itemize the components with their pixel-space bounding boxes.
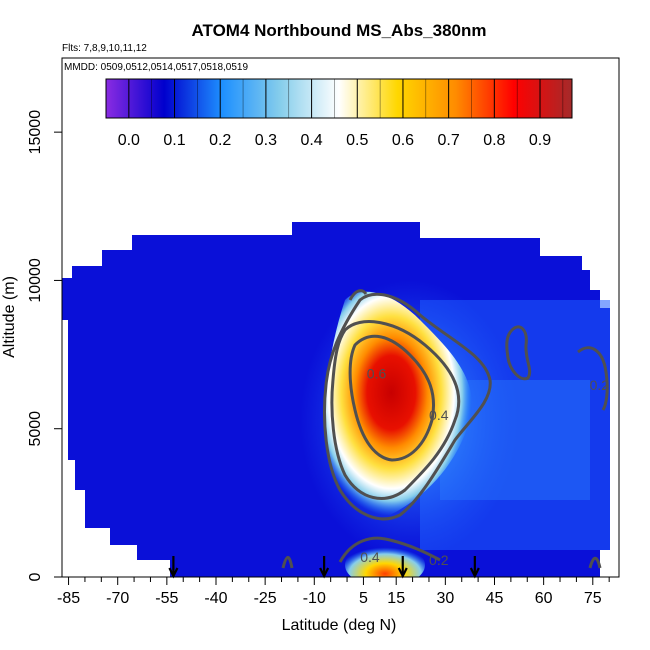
flights-note: Flts: 7,8,9,10,11,12 — [62, 43, 147, 54]
x-tick-label: -10 — [303, 590, 326, 607]
x-tick-label: 60 — [535, 590, 553, 607]
flight-marker-arrow — [397, 556, 408, 579]
contour-label: 0.2 — [429, 552, 449, 568]
contours — [281, 289, 609, 569]
contour-line — [348, 289, 368, 301]
x-tick-label: -25 — [254, 590, 277, 607]
dates-note: MMDD: 0509,0512,0514,0517,0518,0519 — [64, 62, 248, 73]
y-tick-label: 10000 — [27, 258, 44, 303]
x-tick-label: 45 — [486, 590, 504, 607]
contour-line — [577, 346, 609, 411]
x-tick-label: 5 — [359, 590, 368, 607]
contour-line — [588, 556, 602, 569]
chart-title: ATOM4 Northbound MS_Abs_380nm — [191, 21, 486, 40]
x-tick-label: 15 — [387, 590, 405, 607]
colorbar: 0.0 0.1 0.2 0.3 0.4 0.5 0.6 0.7 0.8 0.9 — [105, 78, 573, 149]
contour-line — [330, 320, 461, 500]
contour-line — [348, 334, 436, 462]
colorbar-tick-label: 0.8 — [483, 132, 505, 149]
colorbar-tick-label: 0.3 — [255, 132, 277, 149]
contour-label: 0.2 — [590, 377, 610, 393]
colorbar-tick-label: 0.0 — [118, 132, 140, 149]
colorbar-tick-label: 0.1 — [163, 132, 185, 149]
y-axis-label: Altitude (m) — [1, 276, 18, 358]
contour-label: 0.6 — [367, 365, 387, 381]
flight-marker-arrow — [319, 556, 330, 579]
colorbar-tick-label: 0.9 — [529, 132, 551, 149]
surface-plume — [345, 543, 425, 577]
x-tick-label: -55 — [155, 590, 178, 607]
colorbar-tick-label: 0.6 — [392, 132, 414, 149]
y-tick-label: 0 — [27, 572, 44, 581]
colorbar-tick-label: 0.5 — [346, 132, 368, 149]
contour-line — [281, 556, 294, 569]
colorbar-fill — [105, 78, 573, 119]
x-tick-label: -70 — [106, 590, 129, 607]
colorbar-tick-label: 0.4 — [300, 132, 322, 149]
y-tick-label: 5000 — [27, 411, 44, 447]
colorbar-tick-label: 0.7 — [438, 132, 460, 149]
flight-marker-arrow — [168, 556, 179, 579]
x-tick-label: 30 — [436, 590, 454, 607]
x-tick-label: 75 — [584, 590, 602, 607]
contour-labels: 0.6 0.4 0.2 0.4 0.2 — [360, 365, 609, 568]
contour-line — [505, 325, 532, 381]
plume — [325, 291, 472, 516]
contour-label: 0.4 — [360, 549, 380, 565]
x-tick-label: -40 — [204, 590, 227, 607]
flight-markers — [168, 556, 480, 579]
x-axis-label: Latitude (deg N) — [282, 617, 397, 634]
y-tick-label: 15000 — [27, 110, 44, 155]
contour-label: 0.4 — [429, 407, 449, 423]
x-axis: -85 -70 -55 -40 -25 -10 5 15 30 45 60 75 — [57, 576, 619, 607]
contour-line — [323, 292, 492, 521]
colorbar-tick-label: 0.2 — [209, 132, 231, 149]
contour-line — [338, 536, 441, 563]
y-axis: 0 5000 10000 15000 — [27, 110, 62, 581]
heatmap-field — [62, 222, 610, 577]
flight-marker-arrow — [469, 556, 480, 579]
colorbar-ticks: 0.0 0.1 0.2 0.3 0.4 0.5 0.6 0.7 0.8 0.9 — [118, 79, 564, 149]
x-tick-label: -85 — [57, 590, 80, 607]
